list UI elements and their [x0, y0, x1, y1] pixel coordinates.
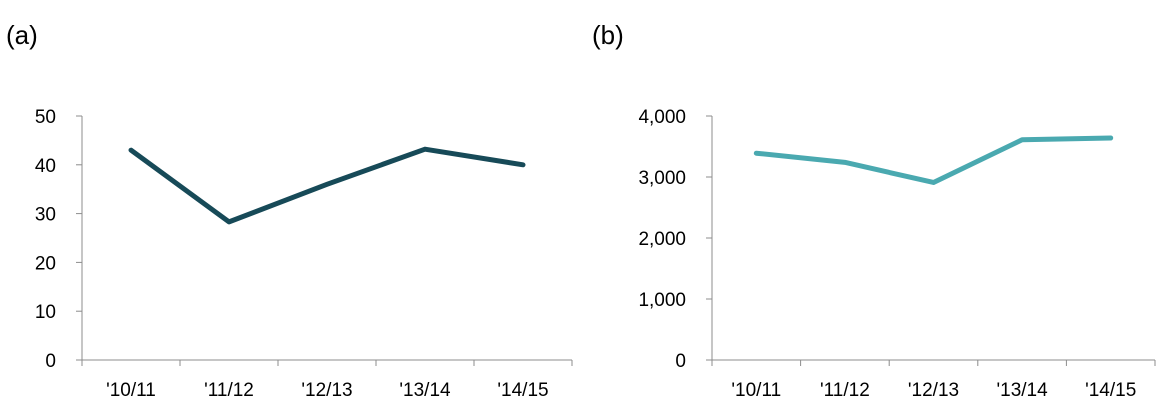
chart-a-x-tick-label: '14/15 — [497, 380, 548, 401]
chart-a-y-tick-label: 40 — [35, 156, 56, 177]
chart-b-y-tick-label: 1,000 — [638, 290, 686, 311]
chart-a-y-tick-label: 30 — [35, 205, 56, 226]
chart-b-y-tick-label: 4,000 — [638, 107, 686, 128]
chart-a-y-tick-label: 50 — [35, 107, 56, 128]
chart-a-x-tick-label: '11/12 — [204, 380, 254, 401]
chart-b-x-tick-label: '13/14 — [997, 380, 1049, 401]
chart-b-x-tick-label: '12/13 — [908, 380, 959, 401]
chart-b-y-tick-label: 2,000 — [638, 229, 686, 250]
chart-a-y-tick-label: 10 — [35, 302, 56, 323]
chart-b-series-line — [753, 135, 1114, 185]
panel-a-label: (a) — [6, 20, 38, 50]
chart-a-x-tick-label: '12/13 — [301, 380, 352, 401]
chart-a-y-tick-label: 20 — [35, 253, 56, 274]
chart-a-x-tick-label: '13/14 — [399, 380, 451, 401]
chart-a-x-tick-label: '10/11 — [106, 380, 156, 401]
chart-b-y-tick-label: 0 — [675, 351, 686, 372]
chart-b-x-tick-label: '10/11 — [731, 380, 781, 401]
chart-a-series-line — [128, 146, 526, 225]
chart-b-x-tick-label: '11/12 — [820, 380, 870, 401]
chart-b-x-tick-label: '14/15 — [1085, 380, 1136, 401]
chart-a-y-tick-label: 0 — [45, 351, 56, 372]
chart-b-y-tick-label: 3,000 — [638, 168, 686, 189]
panel-b-label: (b) — [592, 20, 624, 50]
